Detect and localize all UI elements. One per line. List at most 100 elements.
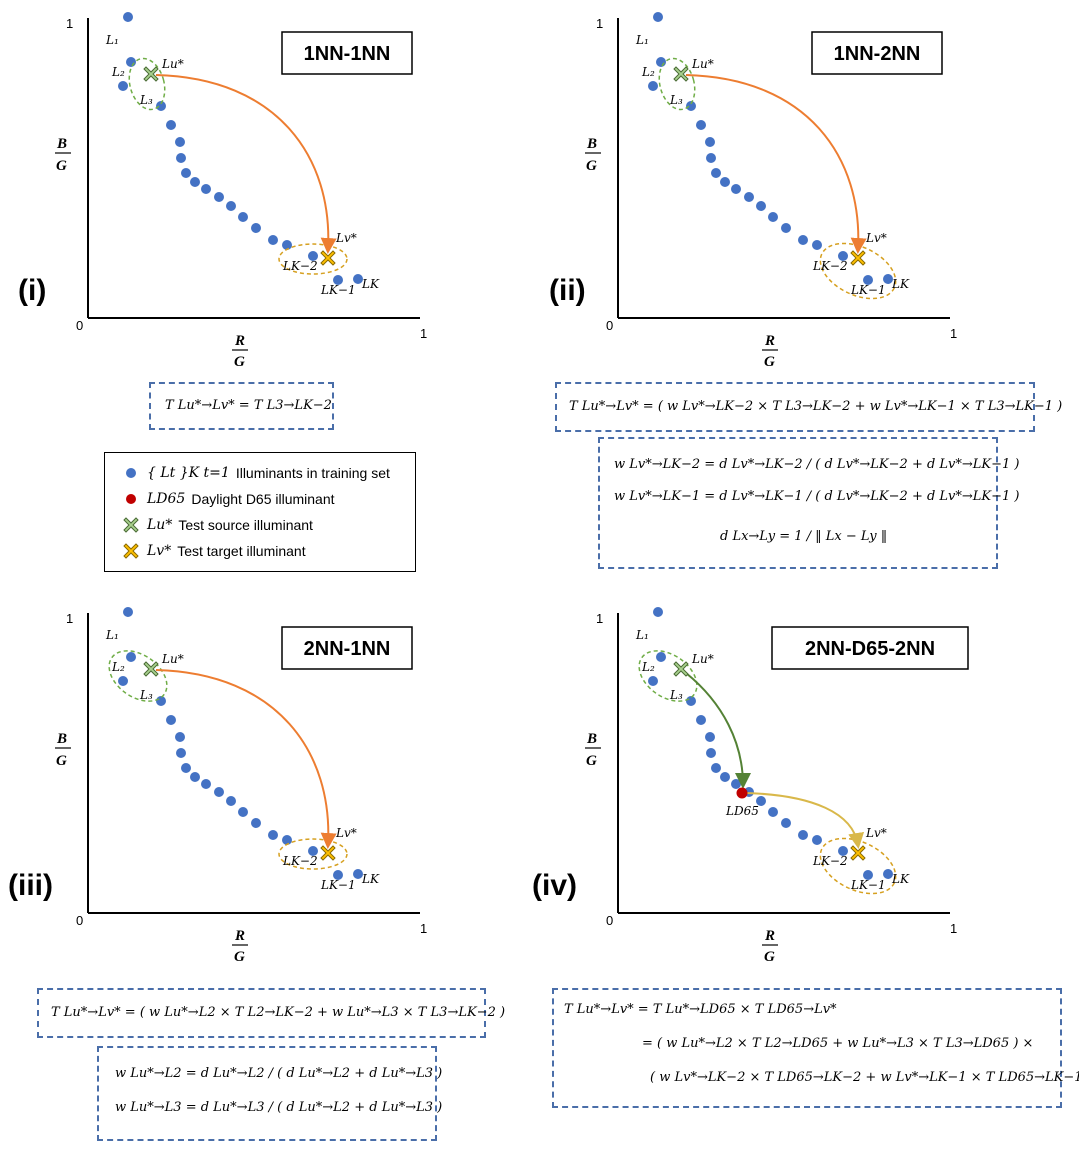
label-lk: LK	[361, 277, 380, 291]
legend-math-training: { Lt }K t=1	[147, 465, 230, 481]
x-label-num: R	[234, 928, 245, 944]
illuminant-point	[175, 732, 185, 742]
illuminant-point	[190, 772, 200, 782]
label-l2: L₂	[111, 660, 125, 674]
illuminant-point	[696, 715, 706, 725]
source-cross	[673, 661, 689, 677]
origin-label: 0	[76, 913, 83, 928]
legend-item-d65: LD65 Daylight D65 illuminant	[123, 489, 335, 509]
illuminant-point	[686, 101, 696, 111]
illuminant-point	[238, 807, 248, 817]
target-cross	[320, 845, 336, 861]
source-cross	[143, 661, 159, 677]
legend-text-d65: Daylight D65 illuminant	[191, 491, 335, 507]
legend-box: { Lt }K t=1 Illuminants in training set …	[104, 452, 416, 572]
label-l2: L₂	[111, 65, 125, 79]
source-neighbourhood	[108, 650, 168, 702]
illuminant-point	[648, 676, 658, 686]
illuminant-point	[214, 787, 224, 797]
label-lu: Lu*	[691, 652, 714, 666]
target-neighbourhood	[819, 837, 897, 895]
y-label-den: G	[56, 158, 67, 174]
formula-3-text: T Lu*→Lv* = ( w Lu*→L2 × T L2→LK−2 + w L…	[51, 1005, 506, 1020]
formula-3-weight-2: w Lu*→L3 = d Lu*→L3 / ( d Lu*→L2 + d Lu*…	[115, 1100, 443, 1115]
illuminant-point	[201, 779, 211, 789]
illuminant-point	[812, 240, 822, 250]
illuminant-point	[282, 240, 292, 250]
legend-text-source: Test source illuminant	[178, 517, 313, 533]
illuminant-point	[268, 830, 278, 840]
illuminant-point	[883, 869, 893, 879]
label-lk: LK	[891, 872, 910, 886]
illuminant-point	[706, 153, 716, 163]
y-max-label: 1	[66, 16, 73, 31]
y-label-den: G	[586, 753, 597, 769]
label-lk-1: LK−1	[850, 878, 886, 892]
illuminant-point	[648, 81, 658, 91]
formula-box-2-weights: w Lv*→LK−2 = d Lv*→LK−2 / ( d Lv*→LK−2 +…	[598, 437, 1020, 569]
legend-text-target: Test target illuminant	[177, 543, 306, 559]
panel-title-box	[811, 31, 943, 75]
illuminant-point	[308, 251, 318, 261]
transform-arrow	[685, 74, 867, 254]
green-cross-icon	[123, 517, 139, 533]
label-lk-1: LK−1	[320, 878, 356, 892]
legend-item-source: Lu* Test source illuminant	[123, 515, 313, 535]
y-max-label: 1	[66, 611, 73, 626]
illuminant-point	[798, 830, 808, 840]
x-label-den: G	[234, 354, 245, 370]
y-label-den: G	[586, 158, 597, 174]
label-l1: L₁	[105, 33, 119, 47]
label-l1: L₁	[105, 628, 119, 642]
label-lv: Lv*	[335, 231, 357, 245]
target-cross	[850, 250, 866, 266]
y-max-label: 1	[596, 16, 603, 31]
blue-dot-icon	[123, 465, 139, 481]
illuminant-point	[653, 12, 663, 22]
label-lv: Lv*	[335, 826, 357, 840]
illuminant-point	[251, 223, 261, 233]
x-max-label: 1	[950, 326, 957, 341]
label-l1: L₁	[635, 33, 649, 47]
illuminant-point	[756, 796, 766, 806]
panel-number-label: (iv)	[532, 869, 577, 902]
formula-box-4: T Lu*→Lv* = T Lu*→LD65 × T LD65→Lv* = ( …	[552, 988, 1079, 1108]
red-dot-icon	[123, 491, 139, 507]
x-max-label: 1	[420, 921, 427, 936]
label-lk: LK	[891, 277, 910, 291]
x-label-den: G	[234, 949, 245, 965]
illuminant-point	[175, 137, 185, 147]
illuminant-point	[308, 846, 318, 856]
illuminant-point	[251, 818, 261, 828]
illuminant-point	[705, 137, 715, 147]
label-l2: L₂	[641, 65, 655, 79]
legend-math-target: Lv*	[147, 543, 172, 559]
y-max-label: 1	[596, 611, 603, 626]
label-l3: L₃	[669, 93, 683, 107]
label-lv: Lv*	[865, 231, 887, 245]
x-label-num: R	[234, 333, 245, 349]
formula-2-weight-1: w Lv*→LK−2 = d Lv*→LK−2 / ( d Lv*→LK−2 +…	[614, 457, 1020, 472]
illuminant-point	[720, 177, 730, 187]
origin-label: 0	[76, 318, 83, 333]
y-label-num: B	[56, 136, 67, 152]
panel-title: 1NN-1NN	[304, 43, 391, 65]
transform-arrow	[155, 669, 337, 849]
formula-2-text: T Lu*→Lv* = ( w Lv*→LK−2 × T L3→LK−2 + w…	[569, 399, 1063, 414]
illuminant-point	[756, 201, 766, 211]
illuminant-point	[118, 81, 128, 91]
label-lk: LK	[361, 872, 380, 886]
illuminant-point	[123, 607, 133, 617]
legend-math-d65: LD65	[147, 491, 186, 507]
illuminant-point	[282, 835, 292, 845]
formula-4-line-2: = ( w Lu*→L2 × T L2→LD65 + w Lu*→L3 × T …	[642, 1036, 1034, 1051]
illuminant-point	[126, 652, 136, 662]
illuminant-point	[123, 12, 133, 22]
label-l1: L₁	[635, 628, 649, 642]
illuminant-point	[166, 120, 176, 130]
target-neighbourhood	[278, 243, 348, 275]
target-cross	[320, 250, 336, 266]
illuminant-point	[166, 715, 176, 725]
